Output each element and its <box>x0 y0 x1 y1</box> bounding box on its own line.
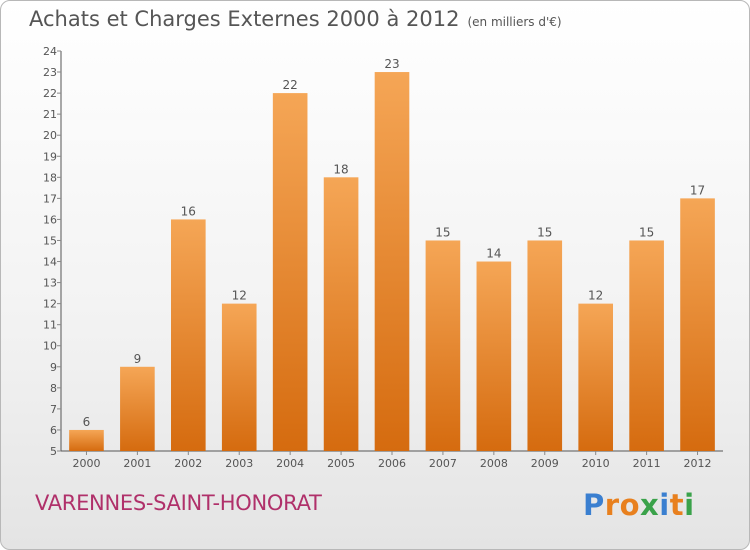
x-tick-label: 2012 <box>684 457 712 470</box>
brand-letter: i <box>684 488 695 522</box>
bar-2011 <box>629 240 664 451</box>
proxiti-logo[interactable]: Proxiti <box>583 488 695 522</box>
x-tick-label: 2006 <box>378 457 406 470</box>
data-label-2003: 12 <box>232 289 247 303</box>
chart-title: Achats et Charges Externes 2000 à 2012 (e… <box>29 7 562 31</box>
x-tick-label: 2001 <box>123 457 151 470</box>
bar-2008 <box>476 261 512 451</box>
town-name: VARENNES-SAINT-HONORAT <box>35 491 322 515</box>
y-tick-label: 9 <box>50 361 57 374</box>
bar-2010 <box>578 303 614 451</box>
y-tick-label: 5 <box>50 445 57 458</box>
y-tick-label: 10 <box>43 340 57 353</box>
y-tick-label: 20 <box>43 129 57 142</box>
data-label-2007: 15 <box>435 225 450 239</box>
x-tick-label: 2000 <box>72 457 100 470</box>
brand-letter: P <box>583 488 605 522</box>
bar-2012 <box>680 198 715 451</box>
chart-unit: (en milliers d'€) <box>467 15 562 29</box>
bar-2007 <box>425 240 461 451</box>
data-label-2002: 16 <box>181 204 196 218</box>
brand-letter: r <box>604 488 620 522</box>
data-label-2008: 14 <box>486 247 501 261</box>
y-tick-label: 14 <box>43 256 57 269</box>
y-tick-label: 18 <box>43 171 57 184</box>
x-tick-label: 2004 <box>276 457 304 470</box>
x-tick-label: 2007 <box>429 457 457 470</box>
y-tick-label: 11 <box>43 319 57 332</box>
bar-2002 <box>170 219 206 451</box>
bar-2009 <box>527 240 563 451</box>
y-tick-label: 12 <box>43 298 57 311</box>
data-label-2011: 15 <box>639 225 654 239</box>
y-tick-label: 8 <box>50 382 57 395</box>
data-label-2010: 12 <box>588 289 603 303</box>
brand-letter: t <box>669 488 685 522</box>
data-label-2009: 15 <box>537 225 552 239</box>
bar-2000 <box>69 429 104 451</box>
data-label-2004: 22 <box>283 78 298 92</box>
data-label-2001: 9 <box>134 352 142 366</box>
bar-2006 <box>374 72 410 451</box>
y-tick-label: 22 <box>43 87 57 100</box>
chart-title-text: Achats et Charges Externes 2000 à 2012 <box>29 7 460 31</box>
data-label-2005: 18 <box>333 162 348 176</box>
bar-2001 <box>120 366 155 451</box>
bar-2005 <box>323 177 359 451</box>
x-tick-label: 2008 <box>480 457 508 470</box>
x-tick-label: 2003 <box>225 457 253 470</box>
x-axis: 2000 2001 2002 2003 2004 2005 2006 2007 2008 2009… <box>61 450 723 470</box>
bar-2003 <box>221 303 257 451</box>
x-tick-label: 2011 <box>633 457 661 470</box>
y-tick-label: 13 <box>43 277 57 290</box>
y-axis: 5 6 7 8 9 10 11 12 13 14 15 16 17 18 19 20 21 22 23 24 <box>43 45 62 458</box>
data-label-2006: 23 <box>384 57 399 71</box>
data-label-2012: 17 <box>690 183 705 197</box>
brand-letter: o <box>619 488 641 522</box>
bar-series: 6 9 16 12 22 18 23 15 14 15 12 15 17 <box>69 57 715 452</box>
x-tick-label: 2009 <box>531 457 559 470</box>
y-tick-label: 19 <box>43 150 57 163</box>
y-tick-label: 16 <box>43 213 57 226</box>
x-tick-label: 2010 <box>582 457 610 470</box>
y-tick-label: 7 <box>50 403 57 416</box>
y-tick-label: 17 <box>43 192 57 205</box>
brand-letter: x <box>640 488 660 522</box>
y-tick-label: 21 <box>43 108 57 121</box>
y-tick-label: 15 <box>43 234 57 247</box>
bar-2004 <box>272 93 308 452</box>
y-tick-label: 24 <box>43 45 57 58</box>
data-label-2000: 6 <box>83 415 91 429</box>
y-tick-label: 23 <box>43 66 57 79</box>
x-tick-label: 2002 <box>174 457 202 470</box>
brand-letter: i <box>659 488 670 522</box>
y-tick-label: 6 <box>50 424 57 437</box>
x-tick-label: 2005 <box>327 457 355 470</box>
